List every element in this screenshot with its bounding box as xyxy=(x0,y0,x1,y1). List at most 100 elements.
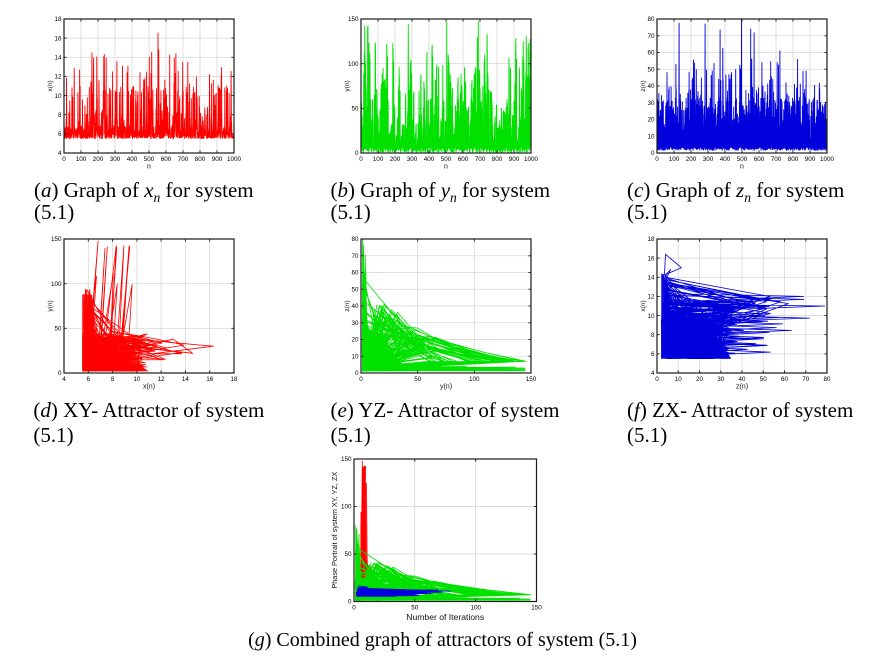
svg-text:100: 100 xyxy=(341,504,352,511)
svg-text:n: n xyxy=(444,164,448,171)
svg-text:4: 4 xyxy=(62,376,66,383)
svg-text:300: 300 xyxy=(110,156,121,163)
svg-text:70: 70 xyxy=(802,376,810,383)
svg-text:4: 4 xyxy=(58,150,62,157)
svg-text:150: 150 xyxy=(341,456,352,463)
svg-text:900: 900 xyxy=(804,156,815,163)
svg-text:20: 20 xyxy=(351,336,359,343)
svg-text:10: 10 xyxy=(647,134,655,141)
svg-text:150: 150 xyxy=(51,236,62,243)
svg-text:8: 8 xyxy=(58,112,62,119)
svg-text:80: 80 xyxy=(823,376,831,383)
svg-text:100: 100 xyxy=(469,376,480,383)
svg-text:500: 500 xyxy=(440,156,451,163)
svg-text:60: 60 xyxy=(781,376,789,383)
svg-text:600: 600 xyxy=(457,156,468,163)
svg-text:50: 50 xyxy=(351,106,359,113)
svg-text:300: 300 xyxy=(702,156,713,163)
svg-text:14: 14 xyxy=(54,55,62,62)
svg-text:40: 40 xyxy=(738,376,746,383)
svg-text:0: 0 xyxy=(62,156,66,163)
svg-text:30: 30 xyxy=(717,376,725,383)
svg-text:8: 8 xyxy=(651,331,655,338)
svg-text:n: n xyxy=(740,164,744,171)
svg-text:16: 16 xyxy=(206,376,214,383)
svg-text:800: 800 xyxy=(195,156,206,163)
svg-text:1000: 1000 xyxy=(820,156,835,163)
svg-text:18: 18 xyxy=(230,376,238,383)
svg-text:700: 700 xyxy=(178,156,189,163)
svg-text:6: 6 xyxy=(58,131,62,138)
svg-text:12: 12 xyxy=(54,74,62,81)
svg-text:200: 200 xyxy=(389,156,400,163)
svg-text:0: 0 xyxy=(348,599,352,606)
svg-text:y(n): y(n) xyxy=(439,383,451,390)
svg-text:100: 100 xyxy=(76,156,87,163)
svg-text:150: 150 xyxy=(525,376,536,383)
svg-text:100: 100 xyxy=(347,61,358,68)
svg-text:600: 600 xyxy=(161,156,172,163)
svg-text:12: 12 xyxy=(158,376,166,383)
svg-text:200: 200 xyxy=(93,156,104,163)
svg-text:50: 50 xyxy=(54,325,62,332)
svg-text:50: 50 xyxy=(351,286,359,293)
svg-text:x(n): x(n) xyxy=(47,80,54,91)
svg-text:10: 10 xyxy=(647,312,655,319)
svg-text:700: 700 xyxy=(474,156,485,163)
svg-text:100: 100 xyxy=(470,605,481,612)
svg-text:Number of Iterations: Number of Iterations xyxy=(406,612,484,622)
svg-text:80: 80 xyxy=(351,236,359,243)
svg-text:150: 150 xyxy=(531,605,542,612)
svg-text:y(n): y(n) xyxy=(343,80,350,91)
svg-text:60: 60 xyxy=(647,50,655,57)
svg-text:400: 400 xyxy=(127,156,138,163)
svg-text:30: 30 xyxy=(647,100,655,107)
svg-text:70: 70 xyxy=(351,252,359,259)
svg-text:700: 700 xyxy=(770,156,781,163)
svg-text:10: 10 xyxy=(674,376,682,383)
svg-text:150: 150 xyxy=(347,16,358,23)
svg-text:50: 50 xyxy=(344,551,352,558)
svg-text:6: 6 xyxy=(651,351,655,358)
svg-text:18: 18 xyxy=(54,16,62,23)
svg-text:20: 20 xyxy=(696,376,704,383)
svg-text:40: 40 xyxy=(351,303,359,310)
svg-text:12: 12 xyxy=(647,293,655,300)
svg-text:16: 16 xyxy=(647,255,655,262)
svg-text:100: 100 xyxy=(668,156,679,163)
svg-text:0: 0 xyxy=(655,376,659,383)
svg-text:x(n): x(n) xyxy=(639,300,646,311)
svg-text:900: 900 xyxy=(212,156,223,163)
svg-text:500: 500 xyxy=(144,156,155,163)
svg-text:z(n): z(n) xyxy=(343,300,350,311)
svg-text:n: n xyxy=(147,164,151,171)
svg-text:20: 20 xyxy=(647,117,655,124)
svg-text:4: 4 xyxy=(651,370,655,377)
svg-text:40: 40 xyxy=(647,83,655,90)
svg-text:60: 60 xyxy=(351,269,359,276)
svg-text:10: 10 xyxy=(351,353,359,360)
svg-text:400: 400 xyxy=(423,156,434,163)
svg-text:200: 200 xyxy=(685,156,696,163)
svg-text:0: 0 xyxy=(352,605,356,612)
svg-text:0: 0 xyxy=(651,150,655,157)
svg-text:z(n): z(n) xyxy=(639,80,646,91)
svg-text:50: 50 xyxy=(759,376,767,383)
svg-text:16: 16 xyxy=(54,35,62,42)
svg-text:0: 0 xyxy=(359,376,363,383)
svg-text:0: 0 xyxy=(354,370,358,377)
svg-text:50: 50 xyxy=(414,376,422,383)
svg-text:10: 10 xyxy=(54,93,62,100)
svg-text:y(n): y(n) xyxy=(47,300,54,311)
svg-text:14: 14 xyxy=(647,274,655,281)
svg-text:Phase Portrait of system XY, Y: Phase Portrait of system XY, YZ, ZX xyxy=(330,472,339,589)
svg-text:400: 400 xyxy=(719,156,730,163)
svg-text:0: 0 xyxy=(359,156,363,163)
svg-text:100: 100 xyxy=(51,280,62,287)
svg-text:1000: 1000 xyxy=(227,156,242,163)
svg-text:800: 800 xyxy=(491,156,502,163)
svg-text:10: 10 xyxy=(133,376,141,383)
svg-text:500: 500 xyxy=(736,156,747,163)
svg-text:0: 0 xyxy=(655,156,659,163)
svg-text:8: 8 xyxy=(111,376,115,383)
